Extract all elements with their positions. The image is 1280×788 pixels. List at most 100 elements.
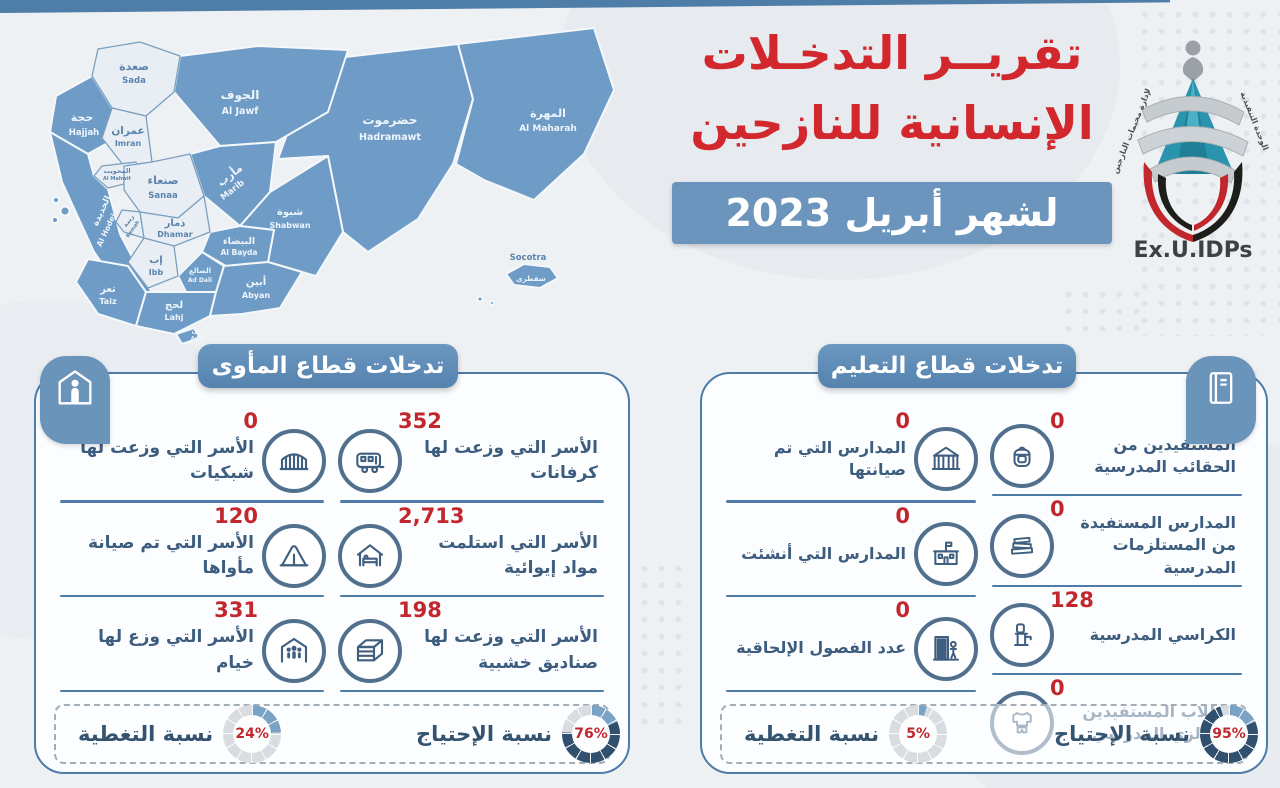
stat-label: الأسر التي وزعت لها كرفانات [424, 437, 598, 484]
map-label: لحج [165, 300, 183, 311]
need-donut: 76% [562, 705, 620, 763]
stat-value: 0 [895, 598, 910, 623]
map-label: Lahj [165, 313, 184, 322]
shelter-summary: نسبة التغطية 24% نسبة الإحتياج 76% [54, 704, 620, 764]
coverage-donut: 5% [889, 705, 948, 763]
stat-label: الأسر التي تم صيانة مأواها [87, 532, 254, 579]
report-title-line2: الإنسانية للنازحين [690, 95, 1094, 150]
shelter-materials-icon [338, 524, 402, 588]
map-label: Shabwan [269, 221, 310, 230]
map-label: Sanaa [148, 191, 178, 201]
stat-value: 0 [1050, 497, 1065, 521]
map-label: الضالع [189, 267, 211, 275]
map-label: Ibb [149, 268, 164, 277]
coverage-value: 24% [235, 726, 269, 742]
stat-families-caravans: 352 الأسر التي وزعت لها كرفانات [332, 408, 612, 503]
coverage-label: نسبة التغطية [744, 722, 880, 746]
need-label: نسبة الإحتياج [1053, 722, 1190, 746]
map-region-remah [115, 209, 145, 239]
map-label: البيضاء [223, 236, 255, 247]
map-region-aden [175, 327, 201, 344]
stat-wooden-boxes: 198 الأسر التي وزعت لها صناديق خشبية [332, 597, 612, 692]
map-label: صنعاء [147, 174, 178, 187]
map-islet [489, 300, 495, 306]
coverage-group: نسبة التغطية 24% [78, 705, 282, 763]
coverage-label: نسبة التغطية [78, 722, 214, 746]
shelter-left-column: 0 الأسر التي وزعت لها شبكيات 120 الأسر ا… [52, 408, 332, 692]
yemen-map: صعدة Sada الجوف Al Jawf حجة Hajjah عمران… [49, 27, 615, 344]
wooden-box-icon [338, 618, 402, 683]
stat-value: 0 [895, 409, 910, 433]
map-label: Imran [115, 139, 142, 148]
shelter-badge [40, 356, 110, 444]
map-label: عدن [192, 328, 205, 335]
map-label: حضرموت [363, 113, 418, 128]
logo-ribbon [1137, 96, 1249, 184]
map-region-sada [91, 41, 181, 117]
shelter-right-column: 352 الأسر التي وزعت لها كرفانات 2,713 [332, 408, 612, 692]
caravan-icon [338, 429, 402, 494]
map-region-imran [101, 107, 153, 167]
map-label: شبوة [277, 207, 303, 218]
map-islet [52, 196, 60, 204]
coverage-donut: 24% [223, 705, 282, 763]
map-label: Al Jawf [222, 106, 260, 117]
stat-value: 331 [214, 598, 258, 623]
coverage-value: 5% [906, 726, 931, 742]
map-label: Hajjah [69, 128, 99, 138]
map-label: صعدة [119, 60, 149, 73]
stat-label: المدارس المستفيدة من المستلزمات المدرسية [1080, 513, 1236, 577]
map-label: عمران [111, 125, 144, 137]
map-label: حجة [71, 111, 94, 124]
school-flag-icon [914, 522, 978, 586]
map-label: Aden [191, 336, 206, 342]
map-islet [59, 205, 71, 217]
stat-label: عدد الفصول الإلحاقية [736, 638, 906, 658]
stat-value: 352 [398, 409, 442, 433]
education-right-column: 0 المستفيدين من الحقائب المدرسية 0 [984, 408, 1250, 756]
logo-caption: Ex.U.IDPs [1133, 238, 1252, 262]
stat-school-chairs: 128 الكراسي المدرسية [984, 587, 1250, 676]
education-summary: نسبة التغطية 5% نسبة الإحتياج 95% [720, 704, 1258, 764]
family-shelter-icon [262, 618, 326, 683]
map-label: Dhamar [157, 230, 192, 239]
organization-logo: الوحدة التنفيذية لإدارة مخيمات النازحين … [1110, 22, 1274, 263]
halftone-dots [1060, 286, 1150, 342]
stat-shelter-maintained: 120 الأسر التي تم صيانة مأواها [52, 503, 332, 598]
stat-value: 2,713 [398, 503, 465, 528]
map-label: Taiz [99, 297, 117, 306]
map-label: المهرة [530, 107, 566, 120]
stat-schools-maintained: 0 المدارس التي تم صيانتها [718, 408, 984, 503]
period-banner: لشهر أبريل 2023 [672, 181, 1112, 244]
logo-swoosh [1143, 162, 1243, 242]
map-region-ibb [127, 237, 179, 289]
report-title-block: تقريــر التدخـلات الإنسانية للنازحين لشه… [672, 24, 1112, 244]
book-icon [1204, 368, 1238, 412]
logo-arc-text-left: لإدارة مخيمات النازحين [1112, 87, 1153, 175]
stat-value: 0 [243, 409, 258, 433]
stat-value: 0 [1050, 409, 1065, 433]
tent-icon [262, 524, 326, 588]
shelter-panel-title: تدخلات قطاع المأوى [198, 344, 458, 388]
map-region-aljawf [173, 45, 349, 147]
school-chair-icon [990, 603, 1054, 668]
stat-value: 128 [1050, 588, 1094, 613]
stat-families-nets: 0 الأسر التي وزعت لها شبكيات [52, 408, 332, 503]
shelter-person-icon [55, 368, 95, 412]
map-label: Hadramawt [359, 132, 421, 143]
stat-value: 198 [398, 598, 442, 623]
stat-school-supplies: 0 المدارس المستفيدة من المستلزمات المدرس… [984, 496, 1250, 588]
map-label: تعز [99, 284, 116, 295]
map-label: الجوف [221, 88, 260, 103]
report-title-line1: تقريــر التدخـلات [701, 26, 1083, 80]
stat-label: الأسر التي وزعت لها شبكيات [80, 437, 254, 484]
need-value: 95% [1212, 726, 1246, 742]
need-donut: 95% [1200, 705, 1258, 763]
stat-value: 0 [1050, 676, 1065, 701]
stat-label: المدارس التي أنشئت [741, 543, 906, 563]
stat-label: الكراسي المدرسية [1089, 624, 1236, 644]
education-left-column: 0 المدارس التي تم صيانتها 0 المدارس التي… [718, 408, 984, 692]
stat-label: الأسر التي وزع لها خيام [98, 627, 254, 673]
stat-label: الأسر التي استلمت مواد إيوائية [438, 532, 598, 579]
